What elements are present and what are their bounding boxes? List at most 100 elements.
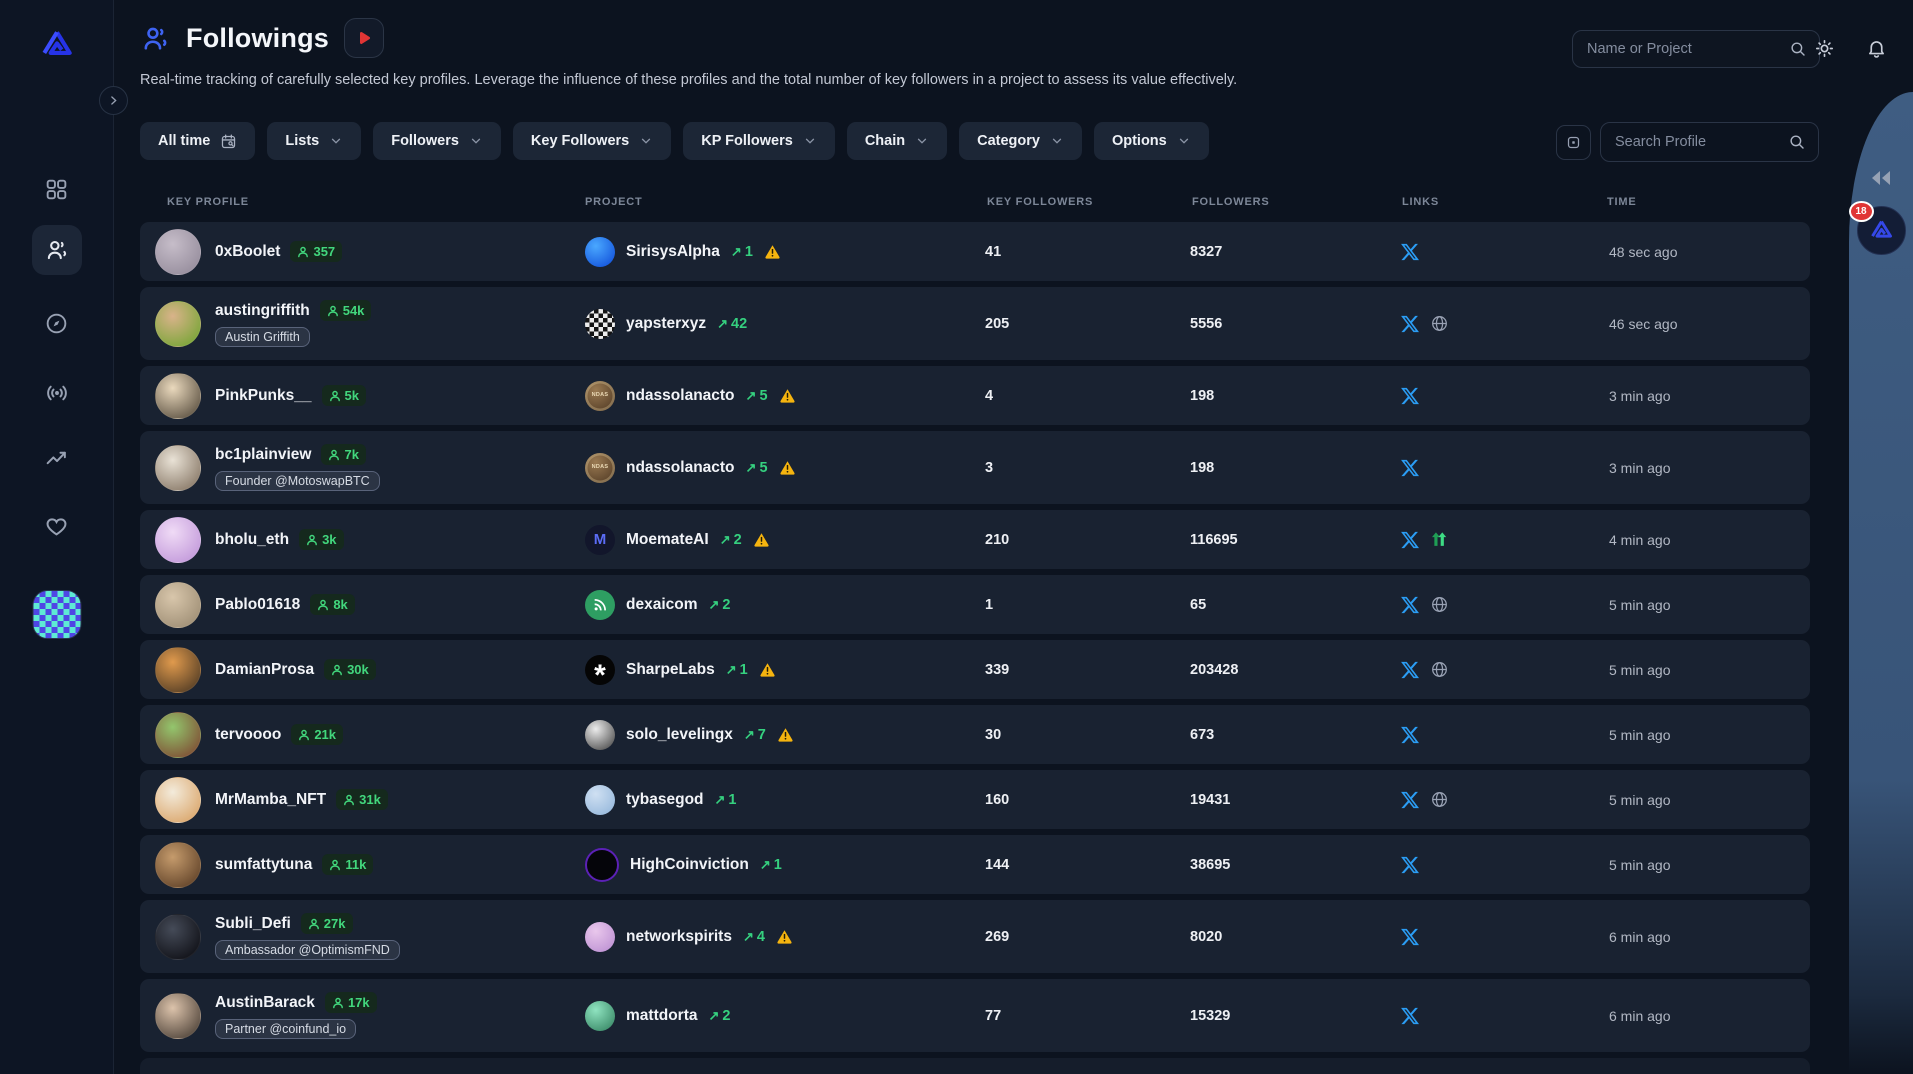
search-icon[interactable] (1789, 40, 1807, 58)
profile-avatar[interactable] (155, 992, 201, 1039)
x-link-icon[interactable] (1400, 242, 1420, 262)
x-link-icon[interactable] (1400, 458, 1420, 478)
x-link-icon[interactable] (1400, 660, 1420, 680)
table-row[interactable]: Subli_Defi 27k Ambassador @OptimismFND n… (140, 900, 1810, 973)
table-row[interactable]: PinkPunks__ 5k NDAS ndassolanacto ↗ 5 (140, 366, 1810, 425)
sidebar-item-trends[interactable] (32, 433, 82, 483)
table-row[interactable]: 0xBoolet 357 SirisysAlpha ↗ 1 (140, 222, 1810, 281)
profile-name[interactable]: DamianProsa (215, 660, 315, 678)
user-avatar[interactable] (32, 590, 81, 639)
table-row[interactable]: bholu_eth 3k M MoemateAI ↗ 2 (140, 510, 1810, 569)
project-logo[interactable] (585, 236, 615, 267)
profile-avatar[interactable] (155, 228, 201, 275)
project-name[interactable]: SharpeLabs (626, 660, 715, 678)
profile-name[interactable]: sumfattytuna (215, 855, 313, 873)
profile-name[interactable]: 0xBoolet (215, 242, 281, 260)
project-logo[interactable] (585, 1000, 615, 1031)
table-row[interactable]: sumfattytuna 11k HighCoinviction ↗ 1 144 (140, 835, 1810, 894)
project-logo[interactable]: M (585, 524, 615, 555)
sidebar-collapse-button[interactable] (99, 86, 128, 115)
profile-avatar[interactable] (155, 444, 201, 491)
x-link-icon[interactable] (1400, 927, 1420, 947)
notifications-button[interactable] (1858, 30, 1894, 66)
project-logo[interactable] (585, 847, 619, 882)
profile-search-input[interactable] (1613, 133, 1780, 151)
profile-avatar[interactable] (155, 776, 201, 823)
x-link-icon[interactable] (1400, 790, 1420, 810)
project-name[interactable]: ndassolanacto (626, 458, 735, 476)
table-row[interactable]: Pablo01618 8k dexaicom ↗ 2 1 65 (140, 575, 1810, 634)
table-row[interactable]: DamianProsa 30k * SharpeLabs ↗ 1 (140, 640, 1810, 699)
filter-options[interactable]: Options (1093, 122, 1209, 160)
sidebar-item-discover[interactable] (32, 298, 82, 348)
project-name[interactable]: mattdorta (626, 1006, 698, 1024)
search-icon[interactable] (1788, 133, 1806, 151)
app-logo[interactable] (38, 26, 76, 64)
project-name[interactable]: solo_levelingx (626, 725, 733, 743)
profile-name[interactable]: Pablo01618 (215, 595, 301, 613)
filter-category[interactable]: Category (959, 122, 1082, 160)
project-logo[interactable]: NDAS (585, 380, 615, 411)
filter-lists[interactable]: Lists (267, 122, 362, 160)
x-link-icon[interactable] (1400, 595, 1420, 615)
theme-toggle-button[interactable] (1806, 30, 1842, 66)
website-link-icon[interactable] (1430, 790, 1449, 809)
profile-avatar[interactable] (155, 841, 201, 888)
project-name[interactable]: dexaicom (626, 595, 698, 613)
profile-avatar[interactable] (155, 646, 201, 693)
profile-name[interactable]: Subli_Defi (215, 914, 291, 932)
table-row[interactable]: MrMamba_NFT 31k tybasegod ↗ 1 160 19 (140, 770, 1810, 829)
x-link-icon[interactable] (1400, 530, 1420, 550)
filter-followers[interactable]: Followers (373, 122, 501, 160)
play-tutorial-button[interactable] (344, 18, 384, 58)
website-link-icon[interactable] (1430, 660, 1449, 679)
project-name[interactable]: ndassolanacto (626, 386, 735, 404)
table-row[interactable]: bc1plainview 7k Founder @MotoswapBTC NDA… (140, 431, 1810, 504)
profile-avatar[interactable] (155, 581, 201, 628)
project-name[interactable]: MoemateAI (626, 530, 709, 548)
table-row[interactable]: austingriffith 54k Austin Griffith yapst… (140, 287, 1810, 360)
sidebar-item-followings[interactable] (31, 225, 82, 275)
project-logo[interactable] (585, 308, 615, 339)
project-name[interactable]: networkspirits (626, 927, 732, 945)
project-logo[interactable] (585, 784, 615, 815)
filter-all-time[interactable]: All time (140, 122, 256, 160)
table-row[interactable]: tervoooo 21k solo_levelingx ↗ 7 (140, 705, 1810, 764)
filter-chain[interactable]: Chain (846, 122, 948, 160)
sidebar-item-signals[interactable] (32, 368, 82, 418)
filter-kp-followers[interactable]: KP Followers (683, 122, 835, 160)
filter-key-followers[interactable]: Key Followers (512, 122, 672, 160)
website-link-icon[interactable] (1430, 595, 1449, 614)
profile-name[interactable]: PinkPunks__ (215, 386, 312, 404)
linktree-link-icon[interactable] (1430, 530, 1449, 549)
profile-name[interactable]: bc1plainview (215, 445, 312, 463)
sidebar-item-favorites[interactable] (32, 502, 82, 552)
table-row-partial[interactable] (140, 1058, 1810, 1074)
x-link-icon[interactable] (1400, 725, 1420, 745)
website-link-icon[interactable] (1430, 314, 1449, 333)
profile-name[interactable]: tervoooo (215, 725, 282, 743)
x-link-icon[interactable] (1400, 386, 1420, 406)
rail-collapse-button[interactable] (1868, 168, 1894, 188)
x-link-icon[interactable] (1400, 314, 1420, 334)
profile-avatar[interactable] (155, 711, 201, 758)
profile-search[interactable] (1600, 122, 1819, 162)
project-name[interactable]: HighCoinviction (630, 855, 749, 873)
global-search[interactable] (1572, 30, 1820, 68)
project-logo[interactable] (585, 589, 615, 620)
profile-name[interactable]: austingriffith (215, 301, 310, 319)
project-name[interactable]: tybasegod (626, 790, 704, 808)
profile-name[interactable]: bholu_eth (215, 530, 290, 548)
rail-app-logo[interactable]: 18 (1848, 201, 1906, 255)
global-search-input[interactable] (1585, 40, 1781, 58)
profile-avatar[interactable] (155, 300, 201, 347)
profile-avatar[interactable] (155, 913, 201, 960)
profile-avatar[interactable] (155, 372, 201, 419)
view-toggle-button[interactable] (1556, 125, 1591, 160)
project-logo[interactable] (585, 719, 615, 750)
profile-name[interactable]: MrMamba_NFT (215, 790, 327, 808)
project-name[interactable]: SirisysAlpha (626, 242, 720, 260)
table-row[interactable]: AustinBarack 17k Partner @coinfund_io ma… (140, 979, 1810, 1052)
profile-avatar[interactable] (155, 516, 201, 563)
x-link-icon[interactable] (1400, 855, 1420, 875)
